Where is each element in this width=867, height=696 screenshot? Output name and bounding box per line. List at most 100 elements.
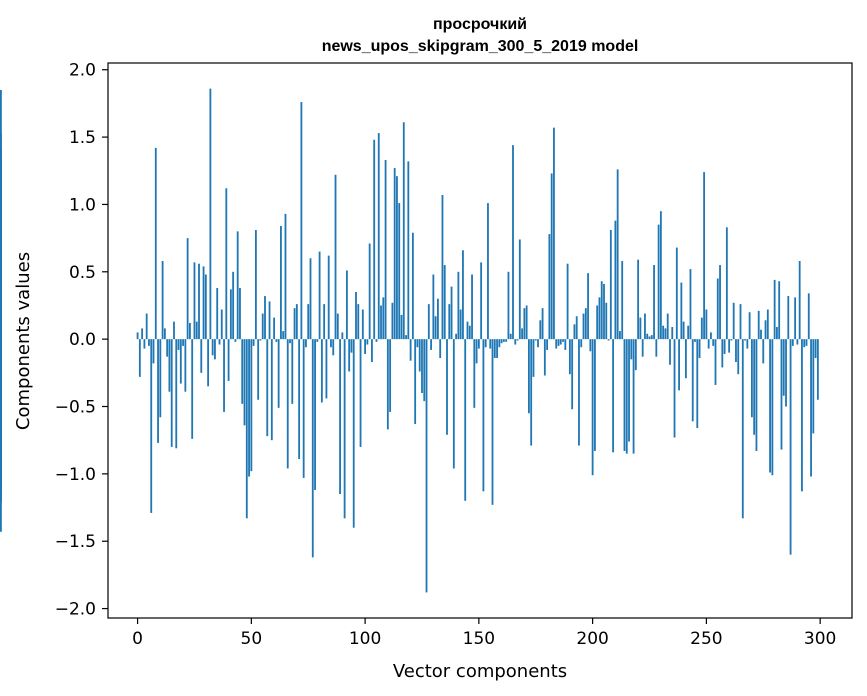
bar-47 — [243, 339, 246, 426]
bar-265 — [739, 304, 742, 340]
bar-233 — [666, 313, 669, 340]
bar-156 — [491, 339, 494, 505]
bar-254 — [714, 339, 717, 385]
bar-35 — [216, 287, 219, 340]
bar-60 — [273, 317, 275, 340]
bar-168 — [518, 239, 521, 340]
bar-38 — [223, 339, 225, 412]
bar-65 — [284, 213, 287, 340]
bar-134 — [441, 195, 444, 340]
bar-21 — [184, 339, 187, 392]
bar-179 — [543, 339, 546, 376]
bar-227 — [653, 265, 655, 340]
y-tick-label: 1.0 — [69, 195, 96, 215]
bar-194 — [578, 339, 580, 446]
bar-223 — [644, 313, 646, 340]
plot-frame — [107, 62, 853, 619]
bar-160 — [500, 339, 503, 344]
bar-172 — [528, 339, 530, 414]
chart-title: просрочкий — [433, 16, 527, 33]
bar-13 — [166, 339, 169, 357]
y-tick-label: −1.5 — [55, 532, 96, 552]
bar-52 — [254, 230, 257, 340]
bar-289 — [794, 297, 797, 340]
x-tick-label: 100 — [349, 629, 381, 649]
bar-62 — [277, 339, 280, 408]
bar-158 — [496, 339, 498, 359]
bar-280 — [773, 279, 776, 340]
bar-86 — [332, 339, 335, 356]
bar-46 — [241, 339, 244, 404]
bar-64 — [282, 331, 285, 340]
bar-121 — [411, 232, 414, 340]
bar-267 — [744, 339, 746, 341]
bar-209 — [612, 339, 615, 453]
bar-69 — [293, 308, 296, 340]
bar-29 — [202, 266, 205, 340]
bar-263 — [735, 339, 737, 363]
bar-239 — [680, 282, 683, 340]
bar-237 — [675, 247, 678, 340]
bar-7 — [152, 339, 155, 364]
bar-6 — [150, 339, 153, 513]
bar-127 — [425, 339, 428, 593]
bar-24 — [191, 339, 194, 439]
bar-16 — [173, 321, 175, 340]
bar-245 — [694, 339, 696, 342]
bar-129 — [430, 339, 432, 350]
bar-277 — [766, 309, 769, 340]
bar-204 — [600, 281, 603, 340]
bar-88 — [336, 313, 339, 340]
bar-214 — [623, 339, 626, 451]
bar-294 — [805, 339, 808, 346]
bar-96 — [355, 292, 357, 340]
bar-91 — [343, 339, 346, 519]
bar-186 — [559, 339, 562, 345]
bar-219 — [634, 339, 637, 371]
y-tick-label: 2.0 — [69, 61, 96, 81]
bar-195 — [580, 339, 583, 348]
bar-84 — [327, 255, 330, 340]
bar-19 — [179, 339, 182, 384]
bar-271 — [753, 339, 756, 435]
bar-36 — [218, 339, 221, 345]
bar-274 — [760, 329, 762, 340]
bar-63 — [280, 226, 282, 340]
bar-298 — [814, 339, 817, 359]
bar-42 — [232, 271, 235, 340]
bar-262 — [732, 302, 735, 340]
bar-26 — [195, 321, 198, 340]
bar-77 — [311, 339, 314, 558]
bar-51 — [252, 339, 255, 346]
bar-176 — [537, 339, 539, 348]
bar-288 — [791, 339, 794, 346]
bar-275 — [762, 339, 765, 364]
bar-100 — [364, 339, 367, 354]
bar-58 — [268, 301, 271, 340]
bar-161 — [502, 339, 505, 342]
bar-208 — [609, 230, 612, 340]
bar-213 — [621, 261, 624, 340]
bar-103 — [371, 339, 373, 363]
bar-50 — [250, 339, 253, 472]
bar-117 — [402, 122, 405, 340]
bar-241 — [685, 339, 687, 379]
bar-256 — [719, 265, 721, 340]
bar-279 — [771, 339, 774, 476]
bar-170 — [523, 308, 526, 340]
bar-140 — [455, 333, 458, 340]
bar-81 — [320, 339, 323, 403]
bar-120 — [409, 339, 412, 361]
bar-54 — [259, 339, 262, 341]
bar-53 — [257, 339, 260, 400]
bar-173 — [530, 339, 533, 446]
bar-211 — [616, 169, 619, 340]
bar-182 — [550, 173, 553, 340]
bar-76 — [309, 258, 312, 340]
bar-34 — [214, 339, 216, 360]
bars-layer — [0, 88, 819, 593]
bar-282 — [778, 281, 781, 340]
bar-212 — [619, 331, 621, 340]
bar-224 — [646, 333, 649, 340]
bar-163 — [507, 271, 510, 340]
